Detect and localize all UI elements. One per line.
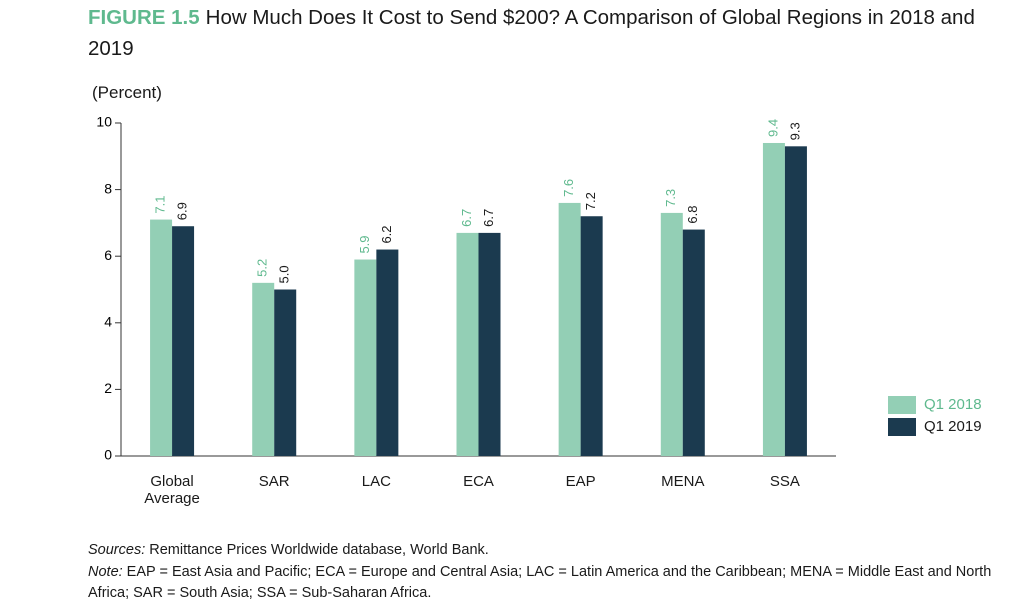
- sources-text: Remittance Prices Worldwide database, Wo…: [149, 542, 489, 558]
- value-label: 5.2: [255, 259, 270, 277]
- figure-label: FIGURE 1.5: [88, 6, 200, 29]
- bar: [274, 289, 297, 456]
- value-label: 9.3: [787, 122, 802, 140]
- note-text: EAP = East Asia and Pacific; ECA = Europ…: [88, 564, 992, 601]
- bar: [252, 282, 275, 456]
- y-tick-label: 10: [96, 114, 112, 130]
- value-label: 9.4: [765, 119, 780, 137]
- title: FIGURE 1.5 How Much Does It Cost to Send …: [88, 2, 998, 64]
- x-tick-label: LAC: [361, 473, 391, 490]
- value-label: 7.1: [153, 195, 168, 213]
- x-tick-label: SAR: [258, 473, 290, 490]
- x-tick-label: Global Average: [144, 473, 200, 507]
- y-axis-label: (Percent): [92, 83, 162, 102]
- chart-title: How Much Does It Cost to Send $200? A Co…: [88, 6, 975, 60]
- x-tick-label: SSA: [769, 473, 800, 490]
- value-label: 7.6: [561, 179, 576, 197]
- bar: [478, 232, 501, 456]
- note-label: Note:: [88, 564, 123, 580]
- x-tick-label: EAP: [565, 473, 596, 490]
- sources-label: Sources:: [88, 542, 146, 558]
- legend-label: Q1 2018: [924, 396, 982, 413]
- bar: [660, 212, 683, 456]
- bar: [376, 249, 399, 456]
- bar: [762, 142, 785, 457]
- legend-label: Q1 2019: [924, 418, 982, 435]
- y-tick-label: 8: [104, 180, 112, 196]
- bar: [354, 259, 377, 456]
- y-tick-label: 0: [104, 447, 112, 463]
- sources: Sources: Remittance Prices Worldwide data…: [88, 540, 1000, 561]
- value-label: 6.7: [459, 209, 474, 227]
- y-tick-label: 2: [104, 380, 112, 396]
- bar: [172, 226, 195, 456]
- y-tick-label: 4: [104, 314, 112, 330]
- bar: [456, 232, 479, 456]
- value-label: 5.0: [277, 265, 292, 283]
- note: Note: EAP = East Asia and Pacific; ECA = …: [88, 562, 1000, 604]
- value-label: 6.2: [379, 225, 394, 243]
- value-label: 5.9: [357, 235, 372, 253]
- bar: [150, 219, 173, 456]
- value-label: 6.7: [481, 209, 496, 227]
- value-label: 6.8: [685, 205, 700, 223]
- bar: [784, 146, 807, 456]
- legend-swatch: [888, 418, 916, 436]
- value-label: 6.9: [175, 202, 190, 220]
- y-tick-label: 6: [104, 247, 112, 263]
- bar: [580, 216, 603, 456]
- x-tick-label: MENA: [661, 473, 705, 490]
- bar: [682, 229, 705, 456]
- chart: 0 2 4 6 8 10 7.1 6.9 5.2 5.0 5.9 6.2 6.7 6.7 7.6 7.2 7.3…: [96, 114, 916, 463]
- bar: [558, 202, 581, 456]
- x-tick-label: ECA: [463, 473, 494, 490]
- value-label: 7.3: [663, 189, 678, 207]
- value-label: 7.2: [583, 192, 598, 210]
- legend-swatch: [888, 396, 916, 414]
